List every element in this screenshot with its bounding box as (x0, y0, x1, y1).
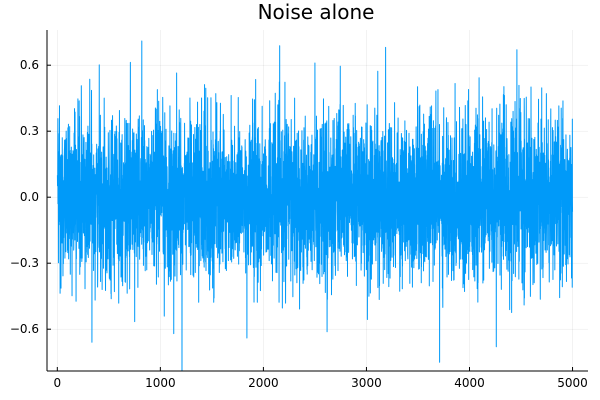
series-line (56, 40, 574, 372)
y-tick-label: 0.0 (20, 190, 39, 204)
x-tick-label: 3000 (351, 376, 382, 390)
x-tick-label: 1000 (145, 376, 176, 390)
x-tick-label: 5000 (557, 376, 588, 390)
axes (46, 30, 588, 372)
tick-labels: 0 1000 2000 3000 4000 5000 0.6 0.3 0.0 −0.3 −0.6 (10, 58, 588, 390)
x-tick-label: 2000 (248, 376, 279, 390)
x-tick-label: 0 (53, 376, 61, 390)
y-tick-label: −0.6 (10, 322, 39, 336)
y-tick-label: 0.6 (20, 58, 39, 72)
y-tick-label: −0.3 (10, 256, 39, 270)
y-tick-label: 0.3 (20, 124, 39, 138)
chart-title: Noise alone (258, 0, 375, 24)
series-layer (56, 40, 574, 372)
x-tick-label: 4000 (454, 376, 485, 390)
